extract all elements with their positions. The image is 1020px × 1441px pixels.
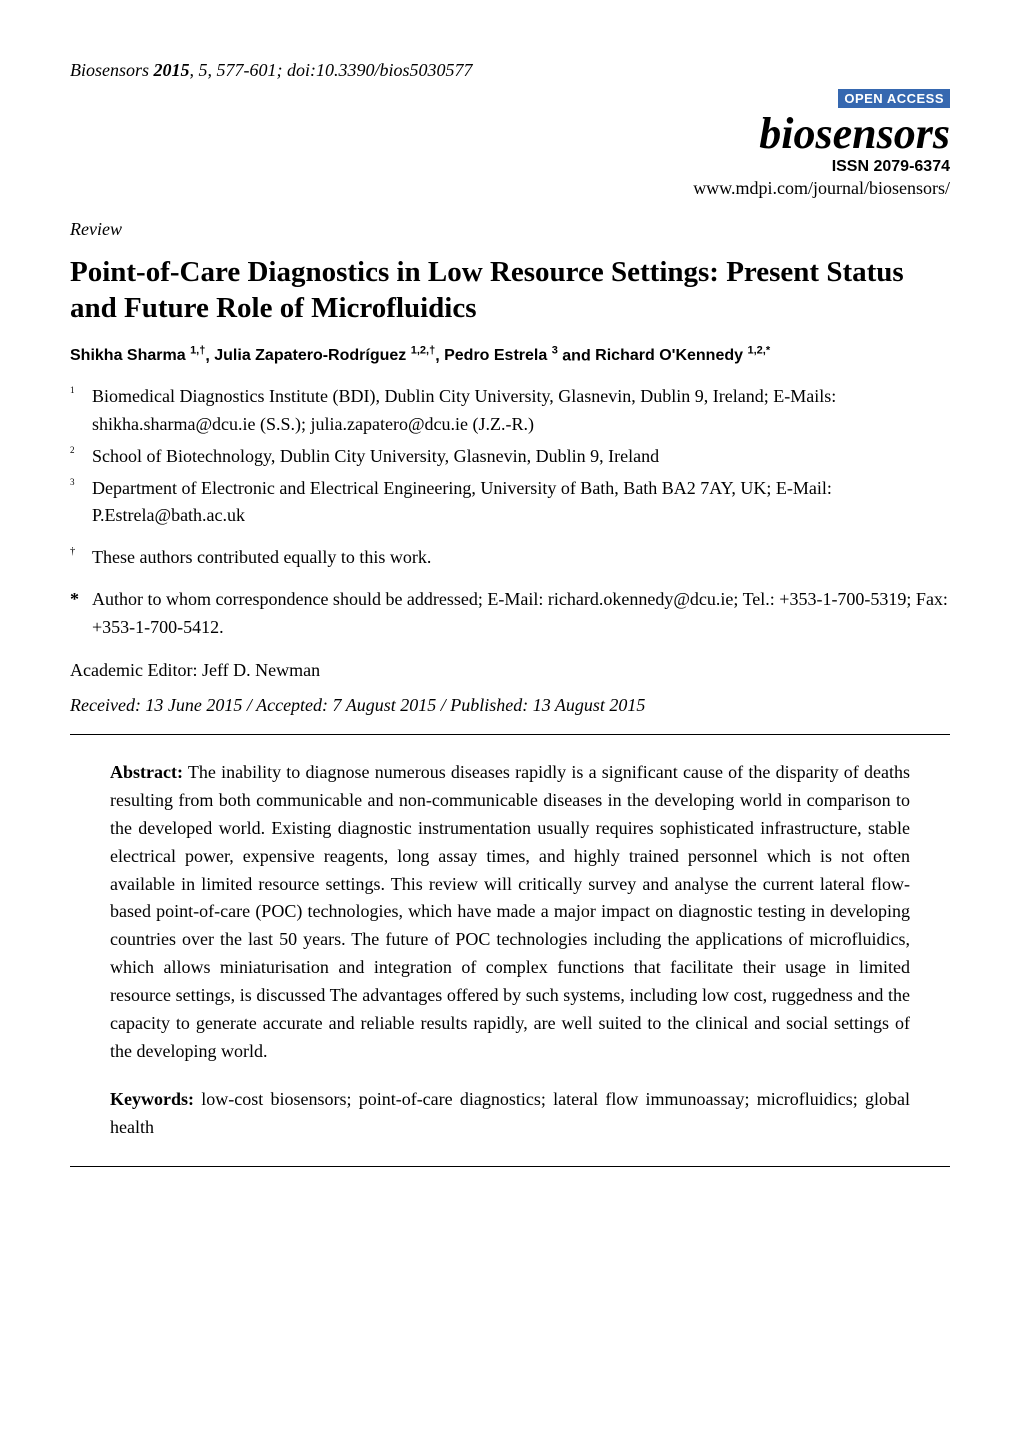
- affiliation: 1 Biomedical Diagnostics Institute (BDI)…: [70, 383, 950, 439]
- abstract-label: Abstract:: [110, 762, 183, 782]
- citation-line: Biosensors 2015, 5, 577-601; doi:10.3390…: [70, 60, 950, 81]
- open-access-row: OPEN ACCESS: [70, 89, 950, 108]
- divider: [70, 1166, 950, 1167]
- correspondence-note: * Author to whom correspondence should b…: [70, 586, 950, 642]
- academic-editor: Academic Editor: Jeff D. Newman: [70, 660, 950, 681]
- authors-line: Shikha Sharma 1,†, Julia Zapatero-Rodríg…: [70, 345, 950, 365]
- author: Shikha Sharma 1,†: [70, 347, 205, 364]
- author: Julia Zapatero-Rodríguez 1,2,†: [214, 347, 435, 364]
- keywords-label: Keywords:: [110, 1089, 194, 1109]
- article-type: Review: [70, 219, 950, 240]
- affiliation: 2 School of Biotechnology, Dublin City U…: [70, 443, 950, 471]
- equal-contribution-note: † These authors contributed equally to t…: [70, 544, 950, 572]
- article-title: Point-of-Care Diagnostics in Low Resourc…: [70, 254, 950, 327]
- journal-name: Biosensors: [70, 60, 149, 80]
- author: Richard O'Kennedy 1,2,*: [595, 347, 770, 364]
- affiliations: 1 Biomedical Diagnostics Institute (BDI)…: [70, 383, 950, 530]
- journal-url: www.mdpi.com/journal/biosensors/: [70, 178, 950, 199]
- abstract-block: Abstract: The inability to diagnose nume…: [110, 759, 910, 1142]
- keywords-text: Keywords: low-cost biosensors; point-of-…: [110, 1086, 910, 1142]
- citation-details: 2015, 5, 577-601; doi:10.3390/bios503057…: [154, 60, 473, 80]
- divider: [70, 734, 950, 735]
- affiliation: 3 Department of Electronic and Electrica…: [70, 475, 950, 531]
- abstract-text: Abstract: The inability to diagnose nume…: [110, 759, 910, 1066]
- journal-logo: biosensors: [70, 112, 950, 156]
- issn: ISSN 2079-6374: [70, 158, 950, 176]
- open-access-badge: OPEN ACCESS: [838, 89, 950, 108]
- article-dates: Received: 13 June 2015 / Accepted: 7 Aug…: [70, 695, 950, 716]
- author: Pedro Estrela 3: [444, 347, 558, 364]
